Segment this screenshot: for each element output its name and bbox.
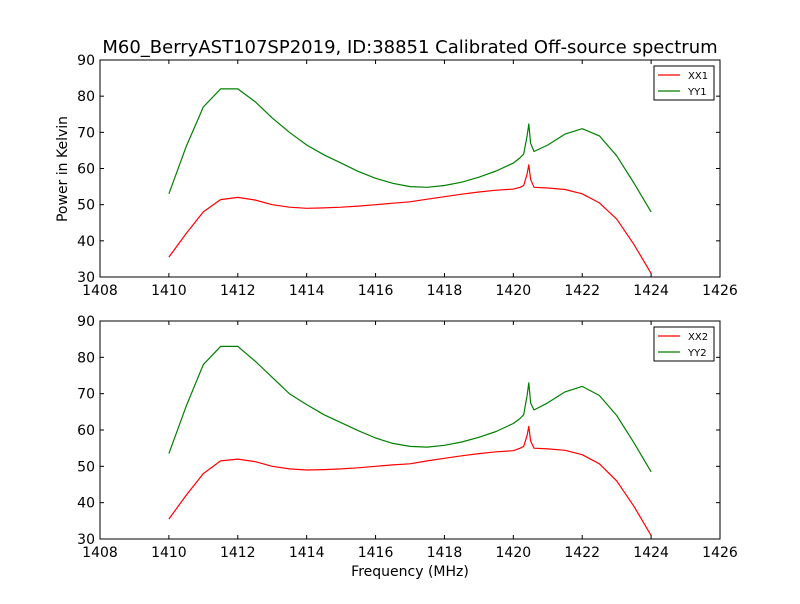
x-tick-label: 1418 <box>427 545 463 561</box>
x-tick-label: 1410 <box>151 545 187 561</box>
x-tick-label: 1426 <box>702 545 738 561</box>
y-tick-label: 30 <box>77 532 95 548</box>
x-tick-label: 1410 <box>151 283 187 299</box>
legend-box <box>653 326 715 362</box>
y-tick-label: 40 <box>77 496 95 512</box>
y-tick-label: 60 <box>77 162 95 178</box>
top-panel: 1408 1410 1412 1414 1416 1418 1420 1422 1424 1426… <box>77 53 738 299</box>
x-tick-label: 1408 <box>82 283 118 299</box>
x-axis-label: Frequency (MHz) <box>351 564 469 580</box>
y-tick-label: 90 <box>77 53 95 69</box>
legend-label-yy1: YY1 <box>687 87 707 98</box>
y-tick-label: 80 <box>77 89 95 105</box>
x-tick-label: 1422 <box>564 545 600 561</box>
y-tick-label: 70 <box>77 387 95 403</box>
y-tick-label: 60 <box>77 423 95 439</box>
series-line-yy1 <box>168 88 652 213</box>
y-tick-label: 50 <box>77 198 95 214</box>
chart-title: M60_BerryAST107SP2019, ID:38851 Calibrat… <box>102 37 717 58</box>
x-tick-label: 1416 <box>358 545 394 561</box>
y-tick-label: 30 <box>77 270 95 286</box>
legend-label-yy2: YY2 <box>687 348 707 359</box>
bottom-panel: 1408 1410 1412 1414 1416 1418 1420 1422 1424 1426… <box>77 314 738 561</box>
series-line-xx1 <box>168 164 652 274</box>
x-tick-label: 1426 <box>702 283 738 299</box>
y-tick-label: 50 <box>77 459 95 475</box>
y-tick-label: 90 <box>77 314 95 330</box>
x-tick-label: 1420 <box>496 283 532 299</box>
x-tick-label: 1418 <box>427 283 463 299</box>
x-tick-label: 1408 <box>82 545 118 561</box>
y-axis-label: Power in Kelvin <box>55 116 71 222</box>
x-tick-label: 1412 <box>220 545 256 561</box>
y-tick-label: 40 <box>77 234 95 250</box>
x-tick-label: 1422 <box>564 283 600 299</box>
x-tick-label: 1414 <box>289 283 325 299</box>
series-line-xx2 <box>168 425 652 536</box>
y-tick-label: 80 <box>77 350 95 366</box>
x-tick-label: 1424 <box>633 545 669 561</box>
legend-label-xx1: XX1 <box>688 71 708 82</box>
legend-label-xx2: XX2 <box>688 332 708 343</box>
x-tick-label: 1414 <box>289 545 325 561</box>
x-tick-label: 1424 <box>633 283 669 299</box>
x-tick-label: 1420 <box>496 545 532 561</box>
x-tick-label: 1416 <box>358 283 394 299</box>
y-tick-label: 70 <box>77 125 95 141</box>
legend-box <box>653 65 715 101</box>
x-tick-label: 1412 <box>220 283 256 299</box>
series-line-yy2 <box>168 345 652 473</box>
